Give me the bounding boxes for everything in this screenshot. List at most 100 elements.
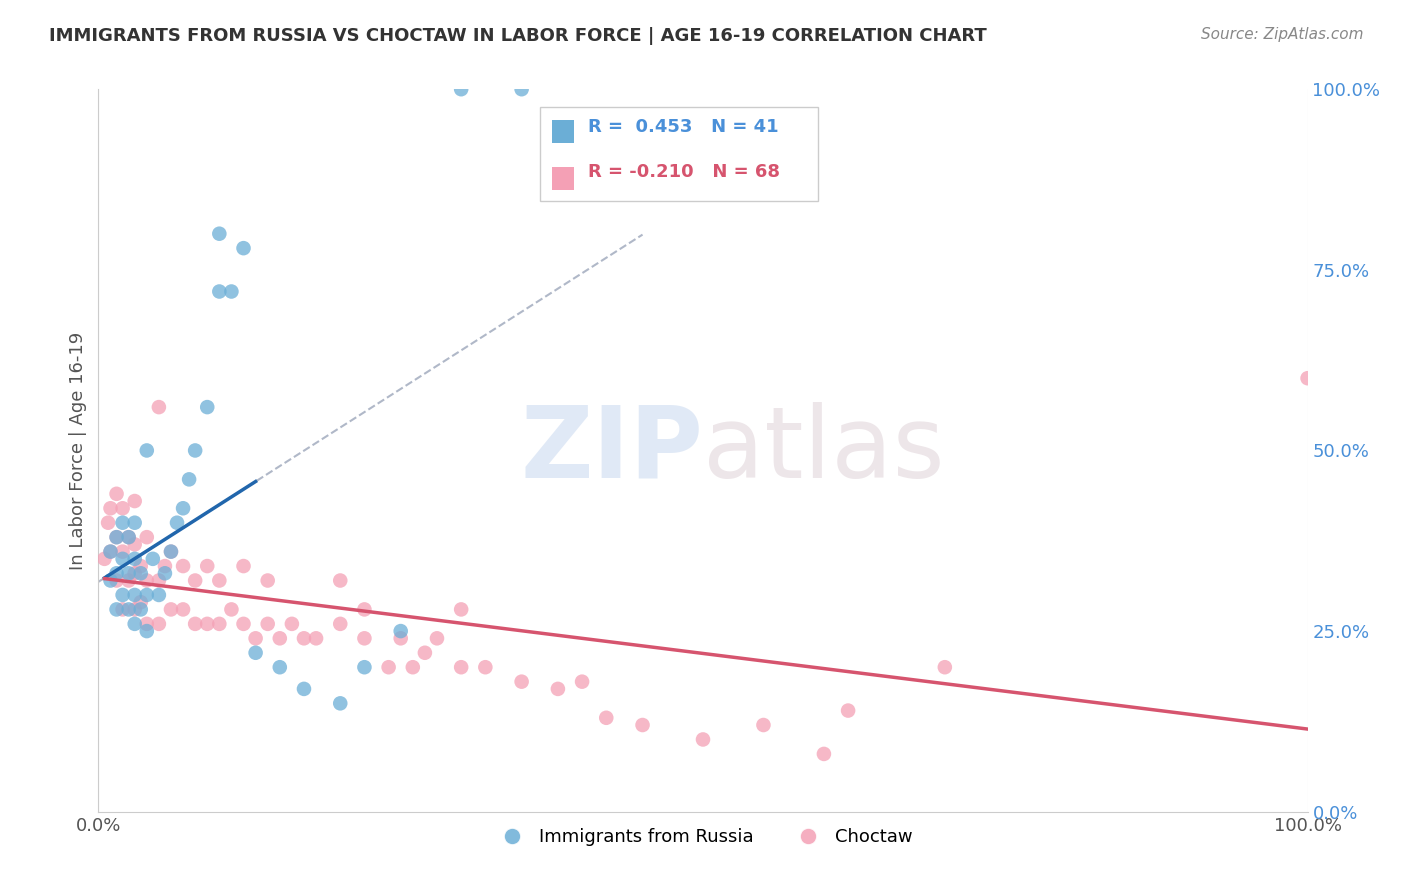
Point: [245, 646, 267, 660]
Point: [269, 660, 291, 674]
Point: [135, 588, 157, 602]
Point: [135, 574, 157, 588]
Point: [692, 732, 714, 747]
Point: [232, 241, 254, 255]
Point: [402, 660, 425, 674]
Point: [111, 516, 134, 530]
Point: [118, 530, 141, 544]
Point: [389, 624, 412, 639]
Point: [135, 624, 157, 639]
Point: [281, 616, 304, 631]
Point: [124, 551, 146, 566]
Point: [195, 616, 218, 631]
Point: [269, 632, 291, 646]
Point: [124, 537, 146, 551]
Point: [426, 632, 449, 646]
Point: [111, 501, 134, 516]
Point: [148, 574, 170, 588]
Point: [100, 544, 122, 558]
Point: [135, 443, 157, 458]
Point: [111, 544, 134, 558]
Point: [474, 660, 496, 674]
Point: [153, 559, 176, 574]
FancyBboxPatch shape: [540, 107, 818, 202]
Point: [329, 616, 352, 631]
Point: [118, 574, 141, 588]
Text: ZIP: ZIP: [520, 402, 703, 499]
Point: [389, 632, 412, 646]
Point: [353, 660, 375, 674]
Point: [124, 566, 146, 581]
Point: [148, 400, 170, 414]
Point: [571, 674, 593, 689]
Point: [124, 516, 146, 530]
Point: [105, 574, 128, 588]
Point: [450, 660, 472, 674]
Point: [195, 400, 218, 414]
Point: [256, 616, 278, 631]
Text: IMMIGRANTS FROM RUSSIA VS CHOCTAW IN LABOR FORCE | AGE 16-19 CORRELATION CHART: IMMIGRANTS FROM RUSSIA VS CHOCTAW IN LAB…: [49, 27, 987, 45]
Point: [100, 501, 122, 516]
Point: [631, 718, 654, 732]
Point: [153, 566, 176, 581]
Point: [148, 588, 170, 602]
Point: [329, 574, 352, 588]
Point: [172, 559, 194, 574]
Point: [450, 602, 472, 616]
Point: [934, 660, 956, 674]
Point: [305, 632, 328, 646]
Point: [1296, 371, 1319, 385]
Text: R =  0.453   N = 41: R = 0.453 N = 41: [588, 118, 779, 136]
Point: [353, 632, 375, 646]
Y-axis label: In Labor Force | Age 16-19: In Labor Force | Age 16-19: [69, 331, 87, 570]
Point: [256, 574, 278, 588]
Point: [208, 227, 231, 241]
Point: [100, 544, 122, 558]
Text: atlas: atlas: [703, 402, 945, 499]
Text: Source: ZipAtlas.com: Source: ZipAtlas.com: [1201, 27, 1364, 42]
Point: [100, 574, 122, 588]
Point: [129, 602, 152, 616]
FancyBboxPatch shape: [551, 167, 574, 190]
Point: [160, 602, 183, 616]
Point: [118, 530, 141, 544]
Point: [208, 616, 231, 631]
Point: [595, 711, 617, 725]
Point: [148, 616, 170, 631]
Point: [245, 632, 267, 646]
Point: [232, 616, 254, 631]
Point: [179, 472, 201, 486]
Point: [292, 632, 315, 646]
Point: [172, 602, 194, 616]
Point: [124, 602, 146, 616]
Point: [377, 660, 399, 674]
Point: [547, 681, 569, 696]
Point: [93, 551, 115, 566]
Point: [353, 602, 375, 616]
Point: [129, 595, 152, 609]
Point: [166, 516, 188, 530]
Point: [124, 588, 146, 602]
Point: [105, 566, 128, 581]
Point: [184, 616, 207, 631]
Point: [124, 494, 146, 508]
Point: [510, 82, 533, 96]
Point: [450, 82, 472, 96]
Point: [232, 559, 254, 574]
Point: [208, 574, 231, 588]
Point: [135, 530, 157, 544]
Point: [172, 501, 194, 516]
Point: [221, 602, 243, 616]
Point: [105, 602, 128, 616]
Point: [129, 566, 152, 581]
Point: [142, 551, 165, 566]
Legend: Immigrants from Russia, Choctaw: Immigrants from Russia, Choctaw: [486, 821, 920, 854]
Point: [105, 530, 128, 544]
Point: [135, 616, 157, 631]
Point: [413, 646, 436, 660]
FancyBboxPatch shape: [551, 120, 574, 144]
Point: [292, 681, 315, 696]
Point: [111, 588, 134, 602]
Point: [97, 516, 120, 530]
Point: [111, 551, 134, 566]
